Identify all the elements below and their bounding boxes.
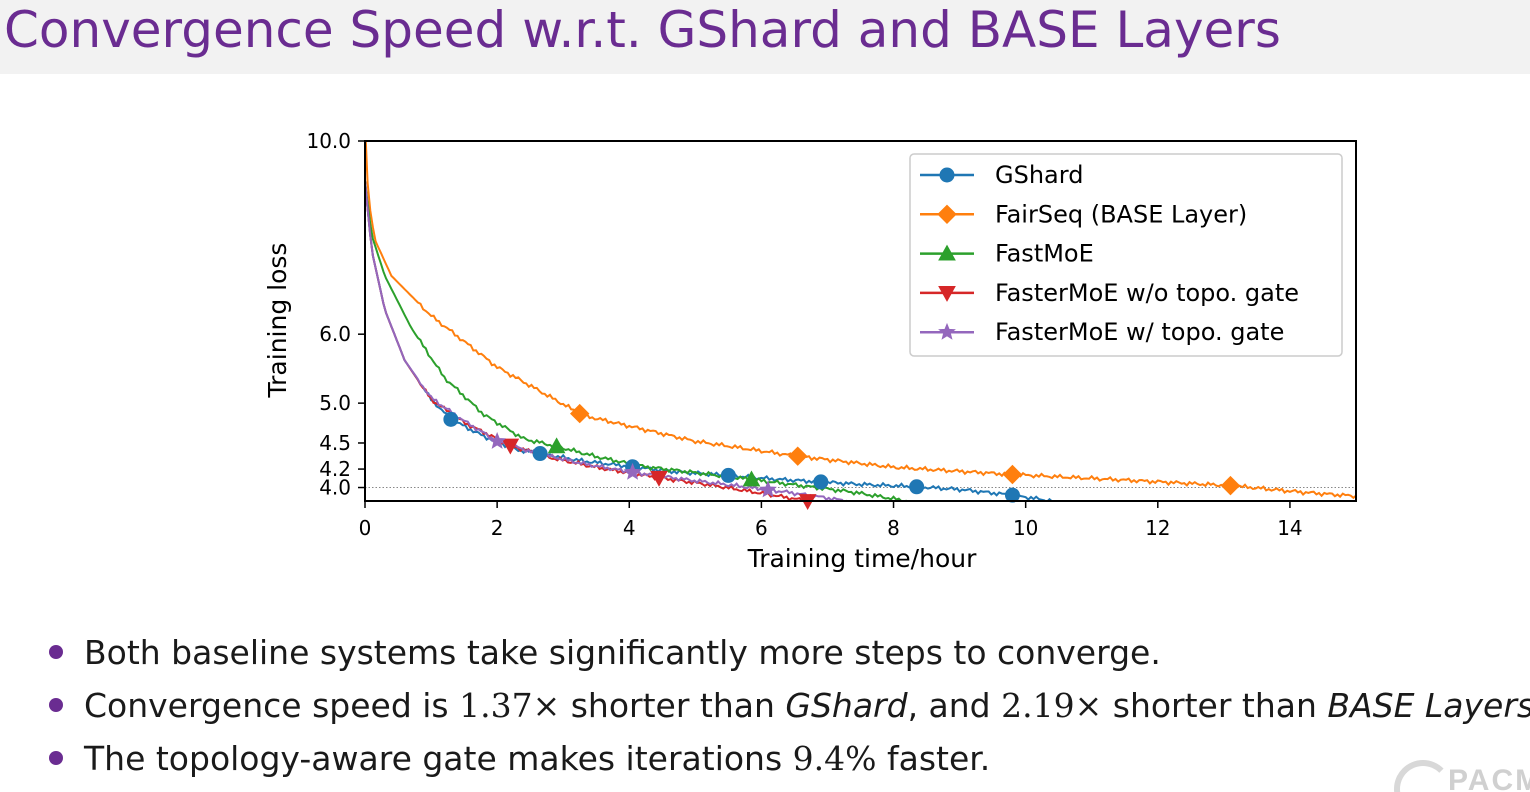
x-tick-label: 8	[887, 516, 900, 540]
bullet-text: 9.4%	[792, 739, 877, 778]
bullet-list: Both baseline systems take significantly…	[44, 630, 1530, 789]
bullet-text: Convergence speed is	[84, 686, 460, 725]
data-point-marker	[1002, 464, 1023, 485]
x-tick-label: 10	[1013, 516, 1038, 540]
bullet-text: GShard	[785, 686, 908, 725]
title-bar: Convergence Speed w.r.t. GShard and BASE…	[0, 0, 1530, 74]
data-point-marker	[623, 462, 642, 480]
bullet-text: The topology-aware gate makes iterations	[84, 739, 793, 778]
x-tick-label: 2	[491, 516, 504, 540]
legend-marker-icon	[938, 244, 956, 261]
legend-marker-icon	[938, 286, 956, 302]
series-line	[365, 180, 907, 501]
bullet-text: 2.19×	[1001, 686, 1103, 725]
data-point-marker	[813, 474, 829, 490]
bullet-text: shorter than	[560, 686, 786, 725]
data-point-marker	[1004, 487, 1020, 503]
legend-label: FasterMoE w/ topo. gate	[995, 318, 1284, 346]
pacm-logo: PACM	[1392, 758, 1530, 792]
legend-marker-icon	[939, 167, 955, 183]
bullet-text: shorter than	[1102, 686, 1328, 725]
y-tick-label: 4.2	[319, 457, 351, 481]
bullet-item: Both baseline systems take significantly…	[44, 630, 1530, 683]
bullet-item: The topology-aware gate makes iterations…	[44, 736, 1530, 789]
data-point-marker	[570, 403, 590, 424]
bullet-item: Convergence speed is 1.37× shorter than …	[44, 683, 1530, 736]
data-point-marker	[547, 437, 566, 454]
plot-frame	[364, 140, 1357, 502]
bullet-dot-icon	[49, 698, 63, 712]
legend-marker-icon	[938, 322, 956, 340]
data-point-marker	[1220, 475, 1241, 496]
data-point-marker	[759, 480, 777, 498]
legend: GShard FairSeq (BASE Layer) FastMoE FasterM…	[909, 153, 1343, 357]
x-tick-label: 6	[755, 516, 768, 540]
legend-label: FairSeq (BASE Layer)	[995, 200, 1247, 228]
data-point-marker	[909, 479, 925, 495]
legend-marker-icon	[937, 204, 957, 225]
data-point-marker	[788, 446, 808, 466]
bullet-text: Both baseline systems take significantly…	[84, 633, 1161, 672]
data-point-marker	[501, 438, 520, 455]
bullet-text: 1.37×	[459, 686, 561, 725]
y-tick-label: 4.0	[319, 476, 351, 500]
bullet-text: , and	[907, 686, 1002, 725]
x-axis-label: Training time/hour	[747, 544, 977, 573]
bullet-text: BASE Layers	[1327, 686, 1530, 725]
legend-label: FastMoE	[995, 240, 1094, 268]
x-tick-label: 0	[359, 516, 372, 540]
series-line	[365, 141, 1356, 500]
x-tick-label: 14	[1277, 516, 1302, 540]
data-point-marker	[532, 446, 548, 462]
data-point-marker	[720, 467, 736, 483]
legend-box	[909, 153, 1343, 357]
y-tick-label: 4.5	[319, 431, 351, 455]
logo-ring-icon	[1394, 760, 1452, 792]
data-point-marker	[742, 470, 761, 487]
y-tick-label: 5.0	[319, 391, 351, 415]
x-tick-label: 4	[623, 516, 636, 540]
bullet-dot-icon	[49, 645, 63, 659]
slide-title: Convergence Speed w.r.t. GShard and BASE…	[4, 1, 1281, 59]
data-point-marker	[443, 411, 459, 427]
y-tick-label: 10.0	[306, 129, 351, 153]
legend-label: GShard	[995, 161, 1083, 189]
bullet-text: faster.	[876, 739, 991, 778]
y-tick-label: 6.0	[319, 322, 351, 346]
series-line	[365, 180, 1053, 501]
logo-text: PACM	[1448, 764, 1530, 792]
data-point-marker	[488, 431, 507, 449]
bullet-dot-icon	[49, 751, 63, 765]
y-axis-label: Training loss	[263, 243, 292, 399]
training-loss-chart: 0 2 4 6 8 10 12 14 10.0 6.0 5.0 4.54.24.0 Training…	[263, 129, 1357, 573]
legend-label: FasterMoE w/o topo. gate	[995, 279, 1299, 307]
data-point-marker	[650, 470, 668, 487]
x-tick-label: 12	[1145, 516, 1170, 540]
